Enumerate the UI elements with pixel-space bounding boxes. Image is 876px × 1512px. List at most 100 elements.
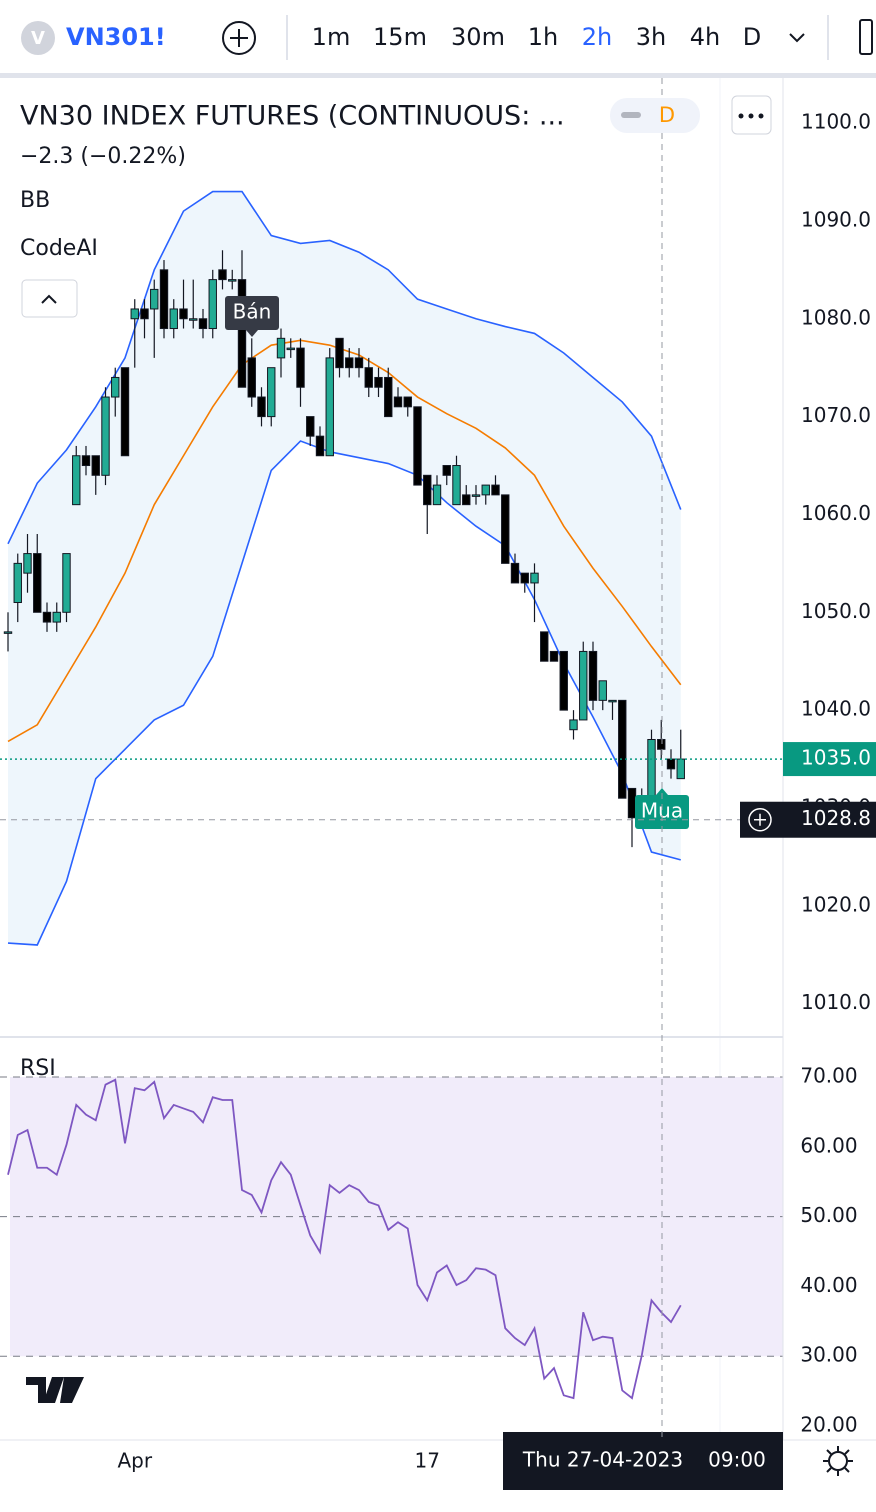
- crosshair-time-tag: [503, 1432, 783, 1490]
- bb-basis: [7, 339, 682, 743]
- crosshair-plus: [754, 813, 766, 826]
- candle-body: [325, 357, 334, 457]
- interval-button[interactable]: 15m: [373, 23, 427, 51]
- y-tick-label: 1050.0: [801, 599, 871, 623]
- candle-body: [3, 631, 13, 634]
- candle-body: [608, 699, 617, 703]
- settings-button[interactable]: [823, 1446, 853, 1476]
- more-button[interactable]: [731, 95, 772, 135]
- candle-body: [354, 357, 364, 369]
- candle-body: [540, 631, 549, 662]
- interval-button[interactable]: 1h: [528, 23, 558, 51]
- tradingview-logo: [26, 1377, 84, 1403]
- y-tick-label: 40.00: [800, 1273, 857, 1297]
- candle-body: [52, 611, 61, 623]
- candle-body: [130, 308, 139, 320]
- candle-body: [267, 367, 276, 418]
- crosshair-date: Thu 27-04-2023: [522, 1448, 683, 1472]
- x-tick-label: 17: [415, 1449, 440, 1473]
- candle-body: [198, 318, 208, 330]
- bb-lower: [7, 440, 681, 946]
- candle-body: [228, 279, 237, 282]
- change: −2.3 (−0.22%): [20, 144, 186, 169]
- add-symbol-button[interactable]: [222, 21, 256, 55]
- y-tick-label: 1080.0: [801, 305, 871, 329]
- y-tick-label: 60.00: [800, 1133, 857, 1157]
- interval-button[interactable]: 3h: [636, 23, 666, 51]
- interval-menu[interactable]: [789, 33, 805, 43]
- candle-body: [208, 279, 217, 330]
- interval-button[interactable]: 4h: [690, 23, 720, 51]
- indicator-label[interactable]: BB: [20, 188, 50, 213]
- candle-body: [189, 318, 198, 321]
- indicator-label[interactable]: CodeAI: [20, 236, 98, 261]
- y-tick-label: 1040.0: [801, 697, 871, 721]
- candle-body: [471, 494, 481, 497]
- x-tick-label: Apr: [117, 1449, 152, 1473]
- interval-button[interactable]: 1m: [312, 23, 351, 51]
- y-tick-label: 70.00: [800, 1063, 857, 1087]
- candle-body: [657, 738, 666, 750]
- candle-body: [520, 572, 529, 584]
- candle-body: [62, 553, 71, 613]
- candle-body: [120, 367, 130, 457]
- candle-body: [666, 758, 676, 770]
- y-tick-label: 30.00: [800, 1343, 857, 1367]
- candle-body: [647, 738, 656, 799]
- candle-body: [286, 347, 295, 351]
- y-tick-label: 50.00: [800, 1203, 857, 1227]
- y-tick-label: 1090.0: [801, 207, 871, 231]
- candle-body: [598, 680, 607, 701]
- candle-body: [510, 562, 520, 584]
- collapse-button[interactable]: [21, 279, 78, 318]
- candle-body: [13, 562, 22, 604]
- candle-body: [481, 484, 490, 496]
- y-tick-label: 1010.0: [801, 990, 871, 1014]
- candle-body: [588, 650, 598, 701]
- candle-body: [618, 699, 627, 799]
- interval-pill[interactable]: [610, 98, 700, 133]
- candle-body: [530, 572, 539, 584]
- symbol[interactable]: VN301!: [66, 23, 166, 51]
- candle-body: [559, 650, 568, 711]
- y-tick-label: 1020.0: [801, 892, 871, 916]
- crosshair-add[interactable]: [748, 807, 772, 832]
- candle-body: [403, 396, 412, 408]
- candle-body: [179, 308, 188, 320]
- candle-body: [169, 308, 178, 330]
- bb-fill: [8, 191, 681, 945]
- candle-body: [159, 269, 169, 330]
- candle-body: [413, 406, 422, 486]
- y-tick-label: 1070.0: [801, 403, 871, 427]
- toolbar-border: [0, 73, 876, 78]
- symbol-logo: [21, 21, 55, 55]
- signal-pointer: [246, 330, 258, 337]
- candle-body: [442, 465, 451, 476]
- candle-body: [315, 435, 325, 457]
- candle-body: [384, 376, 393, 418]
- candle-body: [627, 787, 637, 819]
- candle-body: [549, 650, 559, 662]
- interval-button[interactable]: 30m: [451, 23, 505, 51]
- candle-body: [237, 279, 247, 388]
- candle-body: [296, 347, 305, 388]
- signal-tag: [635, 795, 689, 829]
- interval-button[interactable]: D: [743, 23, 761, 51]
- interval-button[interactable]: 2h: [582, 23, 612, 51]
- crosshair-price: 1028.8: [801, 806, 871, 830]
- candle-body: [364, 367, 373, 388]
- chart-type-button[interactable]: [859, 19, 873, 55]
- crosshair-time: 09:00: [708, 1448, 766, 1472]
- chart-title: VN30 INDEX FUTURES (CONTINUOUS: ...: [20, 101, 565, 132]
- candle-body: [23, 553, 32, 574]
- signal-label: Bán: [233, 300, 272, 324]
- indicator-label[interactable]: RSI: [20, 1056, 56, 1081]
- candle-body: [91, 455, 100, 476]
- candle-body: [111, 376, 120, 398]
- candle-body: [452, 465, 461, 506]
- candle-body: [33, 553, 42, 613]
- last-price-label: 1035.0: [801, 746, 871, 770]
- candle-body: [276, 337, 286, 359]
- candle-body: [423, 474, 432, 506]
